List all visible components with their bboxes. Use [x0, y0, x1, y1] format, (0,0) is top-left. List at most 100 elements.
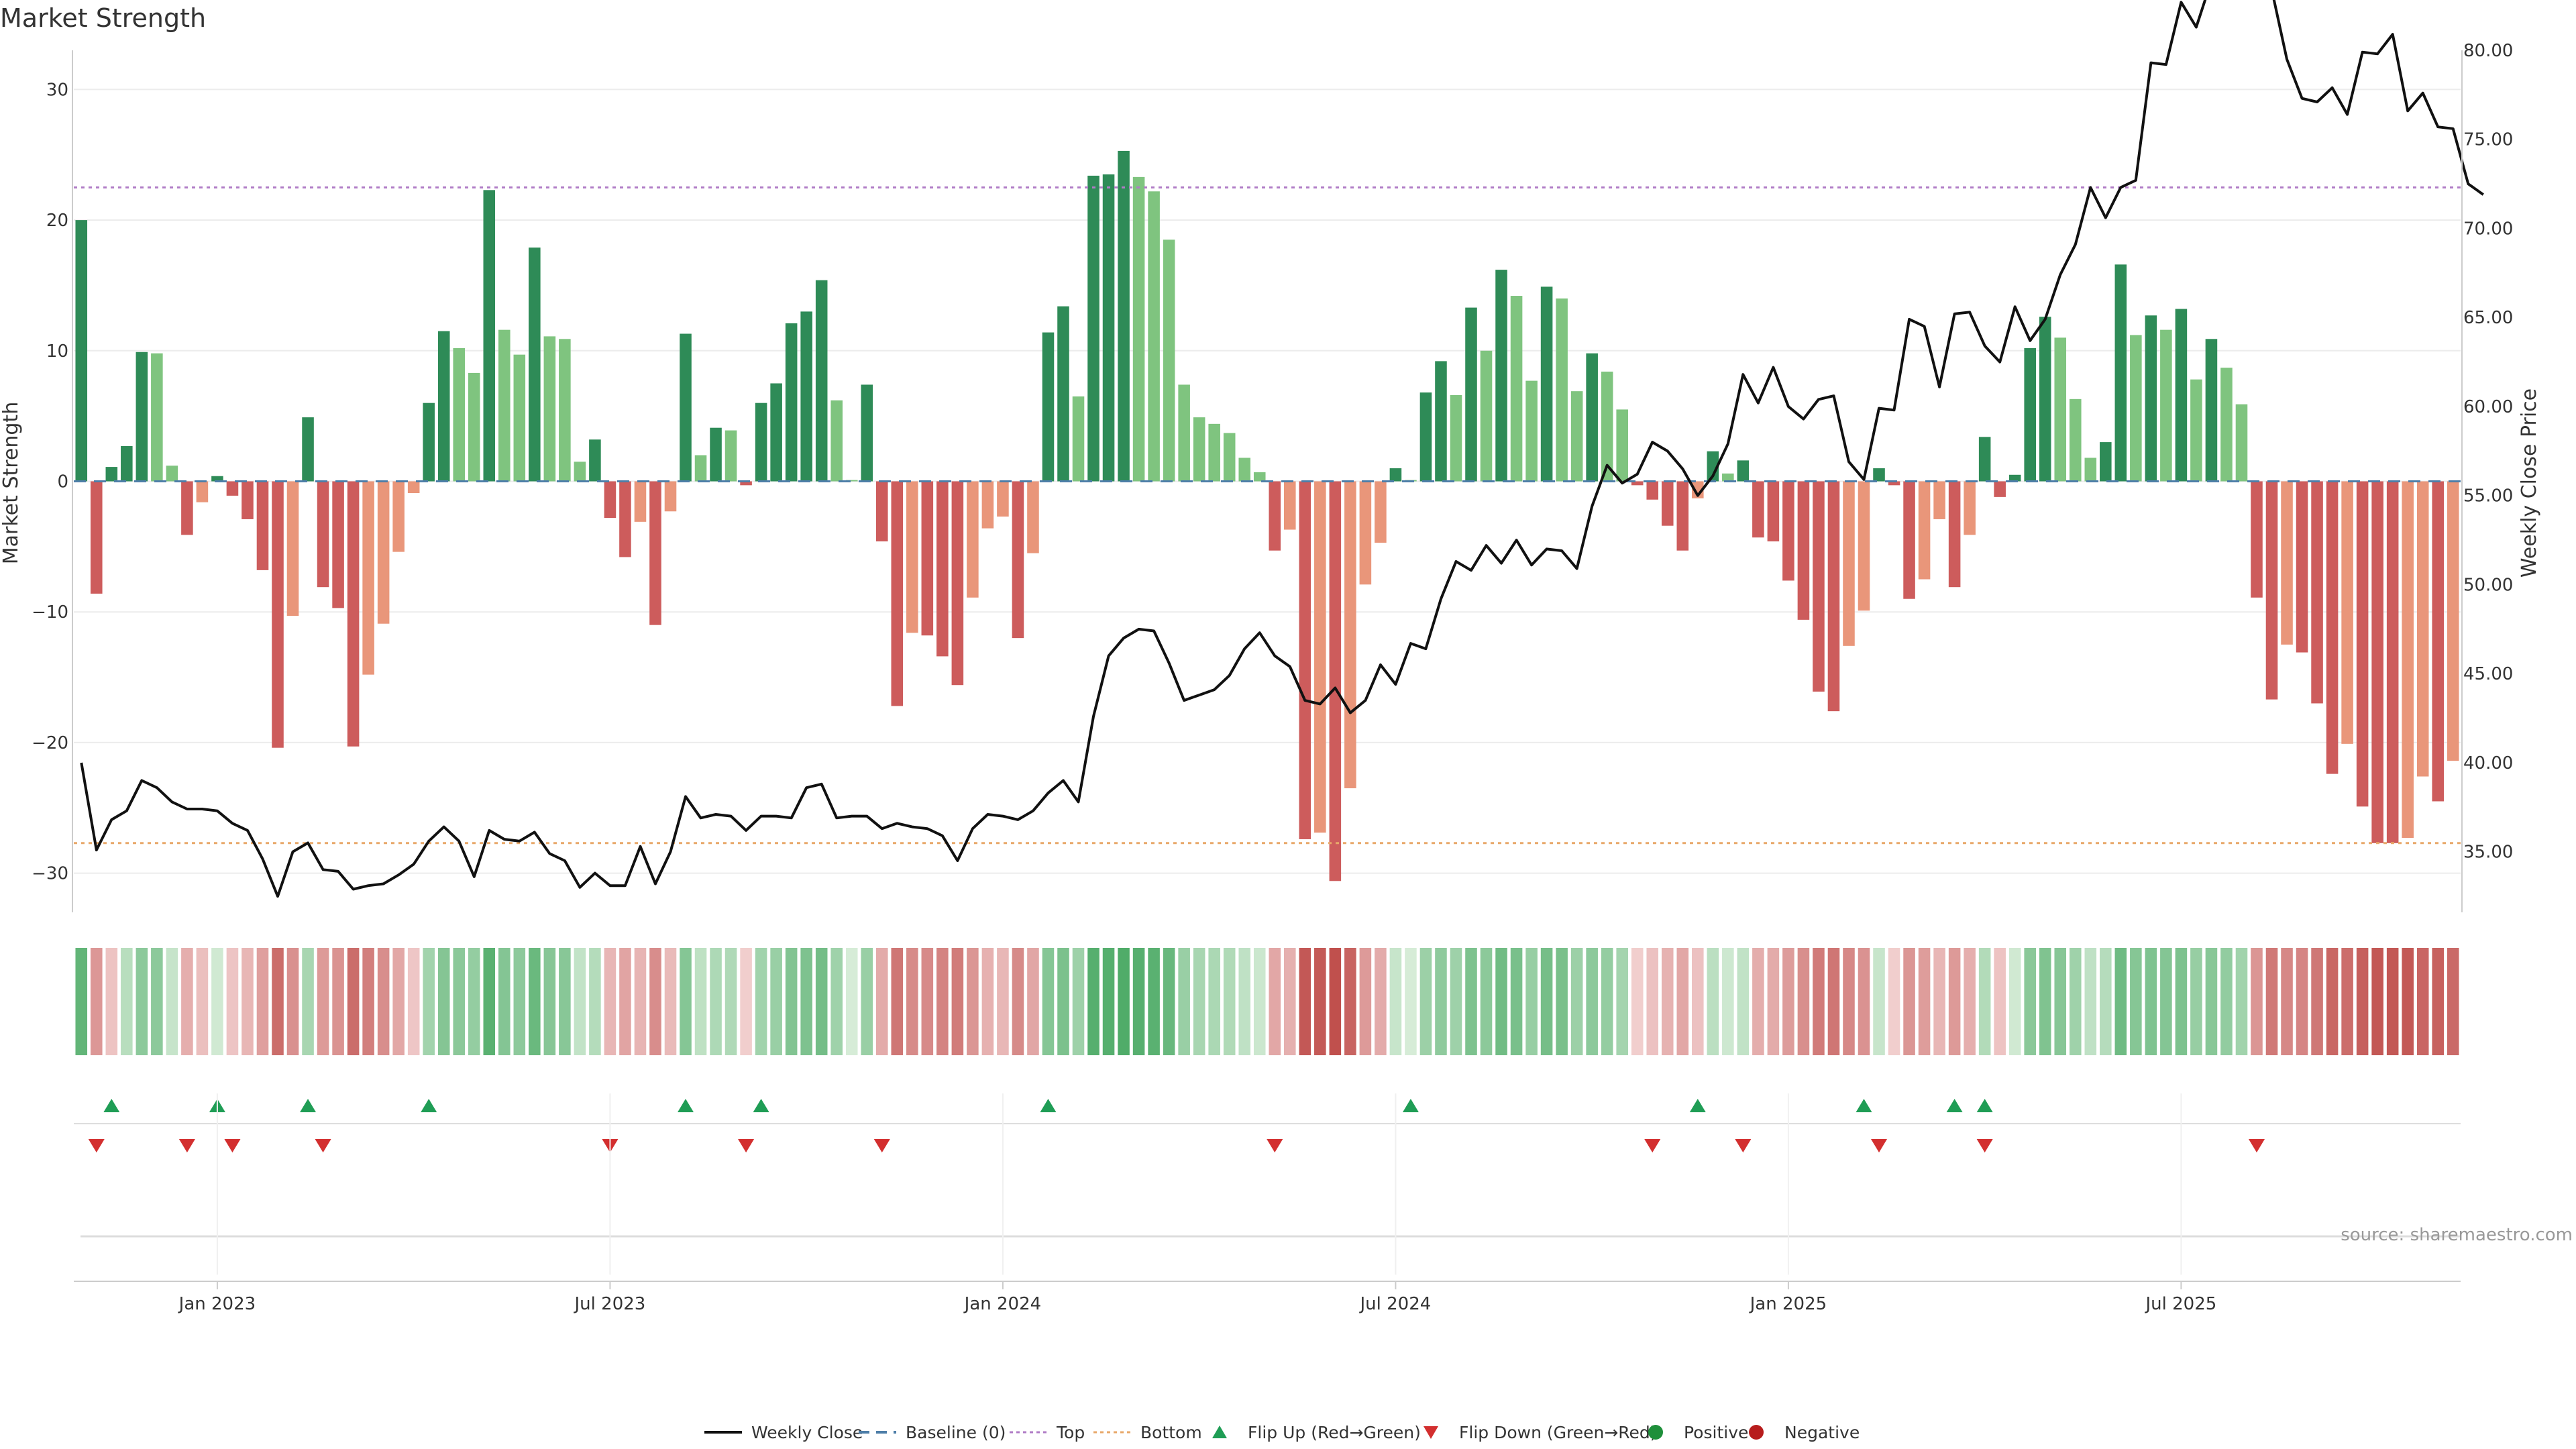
heat-cell [392, 948, 405, 1055]
strength-bar [90, 481, 103, 594]
heat-cell [589, 948, 601, 1055]
heat-cell [951, 948, 964, 1055]
heat-cell [2114, 948, 2127, 1055]
heat-cell [211, 948, 223, 1055]
strength-bar [921, 481, 934, 636]
strength-bar [468, 372, 480, 482]
legend-label: Weekly Close [751, 1423, 863, 1442]
strength-bar [1027, 481, 1039, 553]
strength-bar [1480, 350, 1493, 482]
heat-cell [1888, 948, 1900, 1055]
heat-cell [1238, 948, 1251, 1055]
strength-bar [196, 481, 209, 502]
flip-down-marker [1735, 1139, 1752, 1152]
legend-item: Top [1010, 1423, 1085, 1442]
strength-bar [1193, 417, 1205, 482]
flip-down-marker [88, 1139, 105, 1152]
legend-label: Top [1056, 1423, 1085, 1442]
flip-up-marker [753, 1099, 769, 1112]
strength-bar [2084, 458, 2097, 482]
left-tick-label: 20 [46, 211, 68, 231]
heat-cell [2371, 948, 2383, 1055]
legend-item: Negative [1749, 1423, 1860, 1442]
heat-cell [529, 948, 541, 1055]
strength-bar [2160, 329, 2172, 482]
heat-cell [1692, 948, 1704, 1055]
heat-cell [1208, 948, 1220, 1055]
heat-cell [121, 948, 133, 1055]
legend-item: Flip Up (Red→Green) [1212, 1423, 1421, 1442]
strength-bar [1994, 481, 2006, 497]
strength-bar [2356, 481, 2369, 807]
strength-bar [347, 481, 360, 747]
strength-bar [1042, 332, 1055, 482]
heat-cell [1767, 948, 1780, 1055]
flip-down-marker [1976, 1139, 1993, 1152]
weekly-close-line [80, 0, 2484, 898]
heat-cell [90, 948, 103, 1055]
strength-bar [2069, 398, 2082, 482]
heat-cell [619, 948, 631, 1055]
legend-item: Baseline (0) [859, 1423, 1006, 1442]
strength-bar [2145, 315, 2157, 482]
strength-bar [1450, 395, 1462, 482]
strength-bar [1964, 481, 1976, 535]
heat-cell [1570, 948, 1583, 1055]
strength-bar [1375, 481, 1387, 543]
strength-bar [1813, 481, 1825, 692]
strength-bar [1858, 481, 1870, 611]
heat-cell [845, 948, 858, 1055]
strength-bar [906, 481, 918, 633]
heat-cell [347, 948, 360, 1055]
legend-label: Flip Down (Green→Red) [1459, 1423, 1657, 1442]
heat-cell [1163, 948, 1175, 1055]
legend-item: Weekly Close [704, 1423, 863, 1442]
heat-cell [1012, 948, 1024, 1055]
strength-bar [136, 352, 148, 482]
heat-cell [1797, 948, 1810, 1055]
strength-bar [574, 462, 586, 482]
strength-bar [1767, 481, 1780, 542]
heat-cell [241, 948, 254, 1055]
heat-cell [1722, 948, 1734, 1055]
heat-cell [543, 948, 556, 1055]
heat-cell [1827, 948, 1840, 1055]
heat-cell [2356, 948, 2369, 1055]
heat-cell [1375, 948, 1387, 1055]
legend-swatch-circle [1749, 1425, 1764, 1440]
flip-down-marker [1267, 1139, 1283, 1152]
strength-bar [1269, 481, 1281, 551]
strength-bar [1570, 391, 1583, 482]
strength-bar [1253, 472, 1266, 482]
heat-cell [1435, 948, 1447, 1055]
strength-bar [936, 481, 949, 657]
heat-cell [1933, 948, 1945, 1055]
flip-up-marker [1689, 1099, 1706, 1112]
heat-cell [755, 948, 767, 1055]
strength-bar [967, 481, 979, 598]
reference-lines [74, 186, 2461, 845]
strength-bar [2265, 481, 2278, 700]
strength-bar [1012, 481, 1024, 639]
strength-bar [2220, 368, 2233, 482]
strength-bar [2371, 481, 2383, 843]
strength-bar [981, 481, 994, 529]
heat-cell [513, 948, 526, 1055]
strength-bar [1072, 396, 1085, 482]
heat-cell [302, 948, 314, 1055]
strength-bar [1223, 433, 1236, 482]
legend-label: Bottom [1140, 1423, 1202, 1442]
heat-cell [2008, 948, 2021, 1055]
heat-cell [1057, 948, 1069, 1055]
heat-cell [1948, 948, 1961, 1055]
heat-cell [770, 948, 782, 1055]
strength-bar [256, 481, 269, 570]
strength-bar [604, 481, 616, 519]
flip-up-marker [1402, 1099, 1419, 1112]
strength-bar [1510, 296, 1523, 482]
heat-cell [559, 948, 571, 1055]
heat-cell [2265, 948, 2278, 1055]
heat-cell [1737, 948, 1750, 1055]
source-note: source: sharemaestro.com [2341, 1225, 2573, 1245]
flip-up-marker [103, 1099, 120, 1112]
